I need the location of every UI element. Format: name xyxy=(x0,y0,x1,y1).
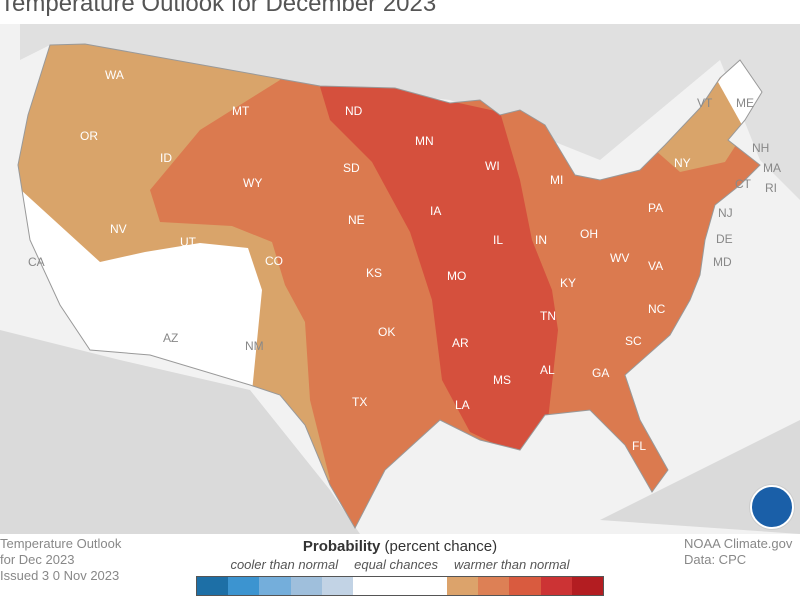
legend-swatch xyxy=(540,577,572,595)
state-label-la: LA xyxy=(455,398,470,412)
state-label-ut: UT xyxy=(180,235,197,249)
state-label-in: IN xyxy=(535,233,547,247)
us-temperature-map: WA OR ID MT WY NV UT CO CA AZ NM ND SD NE KS OK TX MN IA MO… xyxy=(0,24,800,534)
legend-swatch xyxy=(290,577,322,595)
state-label-ks: KS xyxy=(366,266,382,280)
legend-swatch xyxy=(509,577,541,595)
state-label-nc: NC xyxy=(648,302,666,316)
legend-swatch xyxy=(353,577,447,595)
legend-title-rest: (percent chance) xyxy=(380,538,498,555)
outlook-info: Temperature Outlook for Dec 2023 Issued … xyxy=(0,536,121,584)
legend-title-bold: Probability xyxy=(302,538,381,555)
legend-warmer: warmer than normal xyxy=(453,557,570,572)
state-label-va: VA xyxy=(648,259,663,273)
map-title: Temperature Outlook for December 2023 xyxy=(0,0,437,17)
legend-swatch xyxy=(321,577,354,595)
state-label-tn: TN xyxy=(540,309,556,323)
region-equal-chances xyxy=(18,180,262,392)
state-label-ma: MA xyxy=(763,161,781,175)
state-label-id: ID xyxy=(160,151,172,165)
legend-swatch xyxy=(228,577,260,595)
info-line: for Dec 2023 xyxy=(0,552,75,567)
state-label-wi: WI xyxy=(485,159,500,173)
state-label-al: AL xyxy=(540,363,555,377)
state-label-wa: WA xyxy=(105,68,124,82)
state-label-ar: AR xyxy=(452,336,469,350)
state-label-ky: KY xyxy=(560,276,576,290)
state-label-ne: NE xyxy=(348,213,365,227)
state-label-nj: NJ xyxy=(718,206,733,220)
legend-swatch xyxy=(571,577,604,595)
credits: NOAA Climate.gov Data: CPC xyxy=(684,536,792,568)
state-label-ca: CA xyxy=(28,255,45,269)
info-line: Issued 3 0 Nov 2023 xyxy=(0,568,120,583)
state-label-ga: GA xyxy=(592,366,609,380)
legend-swatch xyxy=(197,577,229,595)
state-label-ct: CT xyxy=(735,177,752,191)
state-label-tx: TX xyxy=(352,395,367,409)
state-label-pa: PA xyxy=(648,201,663,215)
legend-equal: equal chances xyxy=(354,557,438,572)
state-label-nh: NH xyxy=(752,141,769,155)
state-label-sc: SC xyxy=(625,334,642,348)
state-label-mn: MN xyxy=(415,134,434,148)
state-label-mt: MT xyxy=(232,104,250,118)
state-label-mi: MI xyxy=(550,173,563,187)
state-label-wv: WV xyxy=(610,251,629,265)
state-label-de: DE xyxy=(716,232,733,246)
state-label-vt: VT xyxy=(697,96,713,110)
legend: Probability (percent chance) cooler than… xyxy=(190,538,610,596)
state-label-fl: FL xyxy=(632,439,646,453)
legend-color-bar xyxy=(196,576,604,596)
state-label-ms: MS xyxy=(493,373,511,387)
state-label-ri: RI xyxy=(765,181,777,195)
state-label-az: AZ xyxy=(163,331,178,345)
state-label-me: ME xyxy=(736,96,754,110)
state-label-nd: ND xyxy=(345,104,363,118)
credit-line: Data: CPC xyxy=(684,552,747,567)
state-label-md: MD xyxy=(713,255,732,269)
state-label-or: OR xyxy=(80,129,98,143)
noaa-logo xyxy=(750,485,794,529)
state-label-wy: WY xyxy=(243,176,262,190)
region-50-60 xyxy=(318,80,558,455)
info-line: Temperature Outlook xyxy=(0,536,122,551)
legend-cooler: cooler than normal xyxy=(230,557,339,572)
legend-swatch xyxy=(259,577,291,595)
credit-line: NOAA Climate.gov xyxy=(684,536,793,551)
region-maine-equal xyxy=(718,52,762,125)
state-label-nm: NM xyxy=(245,339,264,353)
state-label-nv: NV xyxy=(110,222,127,236)
state-label-ok: OK xyxy=(378,325,395,339)
state-label-mo: MO xyxy=(447,269,466,283)
state-label-ny: NY xyxy=(674,156,691,170)
legend-swatch xyxy=(478,577,510,595)
state-label-sd: SD xyxy=(343,161,360,175)
legend-title: Probability (percent chance) xyxy=(190,538,610,555)
state-label-ia: IA xyxy=(430,204,441,218)
state-label-co: CO xyxy=(265,254,283,268)
legend-swatch xyxy=(446,577,479,595)
state-label-oh: OH xyxy=(580,227,598,241)
state-label-il: IL xyxy=(493,233,503,247)
